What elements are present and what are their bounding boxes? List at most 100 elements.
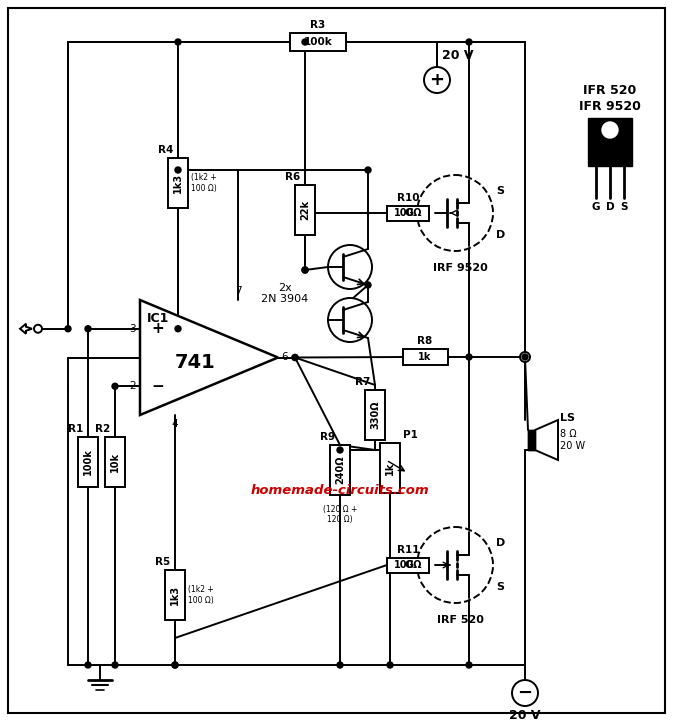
Text: homemade-circuits.com: homemade-circuits.com: [250, 484, 429, 497]
Text: 741: 741: [174, 353, 215, 372]
Text: 1k3: 1k3: [170, 585, 180, 605]
Polygon shape: [140, 300, 278, 415]
Text: +: +: [151, 322, 164, 336]
Bar: [588, 118, 632, 166]
Circle shape: [172, 662, 178, 668]
Text: R10: R10: [397, 193, 419, 203]
Text: 100k: 100k: [83, 448, 93, 475]
Text: S: S: [496, 582, 504, 592]
Circle shape: [365, 167, 371, 173]
Circle shape: [85, 326, 91, 332]
Bar: [290, 33, 346, 51]
Circle shape: [520, 352, 530, 362]
Circle shape: [65, 326, 71, 332]
Bar: [105, 437, 125, 487]
Text: R8: R8: [417, 336, 433, 346]
Circle shape: [602, 122, 618, 138]
Text: −: −: [151, 379, 164, 394]
Text: IRF 9520: IRF 9520: [433, 263, 487, 273]
Text: 4: 4: [172, 419, 178, 429]
Text: R6: R6: [285, 172, 301, 182]
Circle shape: [417, 175, 493, 251]
Circle shape: [175, 167, 181, 173]
Bar: [330, 445, 350, 495]
Text: 20 V: 20 V: [442, 49, 474, 62]
Polygon shape: [535, 420, 558, 460]
Circle shape: [337, 662, 343, 668]
Circle shape: [328, 245, 372, 289]
Text: 10k: 10k: [110, 452, 120, 472]
Text: +: +: [429, 71, 444, 89]
Text: IRF 520: IRF 520: [437, 615, 483, 625]
Text: 100k: 100k: [304, 37, 332, 47]
Text: (1k2 +
100 Ω): (1k2 + 100 Ω): [188, 585, 214, 605]
Bar: [78, 437, 98, 487]
Bar: [380, 443, 400, 493]
Text: D: D: [496, 230, 505, 240]
Text: R9: R9: [320, 432, 336, 442]
Text: LS: LS: [560, 413, 575, 423]
Text: G: G: [592, 202, 600, 212]
Text: R3: R3: [310, 20, 326, 30]
Circle shape: [387, 662, 393, 668]
Text: 100Ω: 100Ω: [394, 560, 422, 570]
Circle shape: [466, 354, 472, 360]
Text: (120 Ω +
120 Ω): (120 Ω + 120 Ω): [323, 505, 357, 524]
Circle shape: [466, 662, 472, 668]
Text: 1k3: 1k3: [173, 173, 183, 193]
Bar: [387, 557, 429, 572]
Text: D: D: [496, 538, 505, 548]
Text: 1k: 1k: [385, 461, 395, 474]
Circle shape: [466, 39, 472, 45]
Text: S: S: [621, 202, 628, 212]
Circle shape: [337, 447, 343, 453]
Bar: [528, 430, 535, 450]
Circle shape: [512, 680, 538, 706]
Bar: [528, 430, 535, 450]
Text: R5: R5: [155, 557, 171, 567]
Text: P1: P1: [403, 430, 418, 440]
Text: 3: 3: [129, 324, 136, 334]
Bar: [387, 205, 429, 221]
Text: S: S: [496, 186, 504, 196]
Bar: [295, 185, 315, 235]
Circle shape: [175, 326, 181, 332]
Text: R11: R11: [397, 545, 419, 555]
Circle shape: [292, 355, 298, 360]
Bar: [168, 158, 188, 208]
Text: 240Ω: 240Ω: [335, 456, 345, 485]
Circle shape: [522, 354, 528, 360]
Circle shape: [112, 384, 118, 389]
Text: R1: R1: [69, 424, 83, 434]
Text: IFR 9520: IFR 9520: [579, 99, 641, 112]
Text: 22k: 22k: [300, 200, 310, 220]
Bar: [402, 349, 448, 365]
Circle shape: [424, 67, 450, 93]
Circle shape: [302, 39, 308, 45]
Circle shape: [172, 662, 178, 668]
Bar: [365, 390, 385, 440]
Circle shape: [302, 267, 308, 273]
Circle shape: [292, 355, 298, 360]
Text: 330Ω: 330Ω: [370, 401, 380, 429]
Text: 6: 6: [281, 353, 287, 363]
Text: G: G: [405, 208, 414, 218]
Text: D: D: [606, 202, 614, 212]
Text: G: G: [405, 560, 414, 570]
Circle shape: [85, 662, 91, 668]
Text: IC1: IC1: [147, 311, 169, 324]
Text: 7: 7: [235, 286, 242, 296]
Circle shape: [175, 39, 181, 45]
Text: (1k2 +
100 Ω): (1k2 + 100 Ω): [191, 173, 217, 193]
Text: 20 V: 20 V: [509, 709, 540, 721]
Circle shape: [328, 298, 372, 342]
Circle shape: [112, 662, 118, 668]
Text: IFR 520: IFR 520: [583, 84, 637, 97]
Polygon shape: [20, 324, 32, 334]
Text: R4: R4: [158, 145, 174, 155]
Bar: [165, 570, 185, 620]
Circle shape: [302, 267, 308, 273]
Circle shape: [34, 324, 42, 333]
Text: 1k: 1k: [419, 352, 431, 362]
Text: R2: R2: [96, 424, 110, 434]
